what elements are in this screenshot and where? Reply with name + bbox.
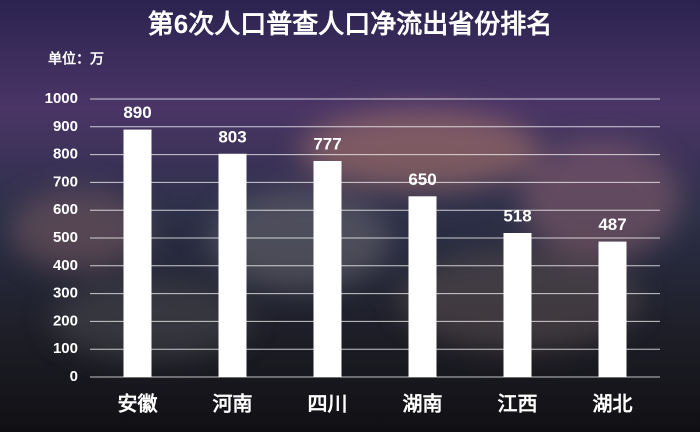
y-tick-label: 0 bbox=[70, 368, 78, 385]
x-tick-label: 湖南 bbox=[403, 392, 443, 415]
y-tick-label: 600 bbox=[53, 201, 78, 218]
x-tick-label: 四川 bbox=[308, 393, 348, 415]
bar bbox=[598, 241, 627, 377]
x-tick-label: 江西 bbox=[498, 392, 538, 415]
data-label: 803 bbox=[218, 127, 246, 146]
y-tick-label: 900 bbox=[53, 118, 78, 135]
y-tick-label: 400 bbox=[53, 257, 78, 274]
y-tick-label: 100 bbox=[53, 340, 78, 357]
data-label: 650 bbox=[408, 170, 436, 189]
bar bbox=[218, 153, 247, 377]
data-label: 487 bbox=[598, 215, 626, 234]
data-label: 518 bbox=[503, 206, 531, 225]
y-tick-label: 700 bbox=[53, 173, 78, 190]
bar bbox=[313, 160, 342, 377]
data-label: 777 bbox=[313, 134, 341, 153]
y-tick-label: 500 bbox=[53, 229, 78, 246]
y-tick-label: 1000 bbox=[45, 90, 78, 107]
x-tick-label: 安徽 bbox=[118, 391, 159, 415]
y-tick-label: 800 bbox=[53, 146, 78, 163]
bar bbox=[408, 196, 437, 377]
x-tick-label: 河南 bbox=[213, 392, 253, 415]
bar bbox=[503, 232, 532, 377]
unit-label: 单位：万 bbox=[48, 51, 104, 67]
chart-title: 第6次人口普查人口净流出省份排名 bbox=[148, 9, 552, 39]
bar bbox=[123, 129, 152, 377]
y-tick-label: 300 bbox=[53, 285, 78, 302]
y-tick-label: 200 bbox=[53, 312, 78, 329]
x-tick-label: 湖北 bbox=[593, 392, 633, 415]
data-label: 890 bbox=[123, 103, 151, 122]
